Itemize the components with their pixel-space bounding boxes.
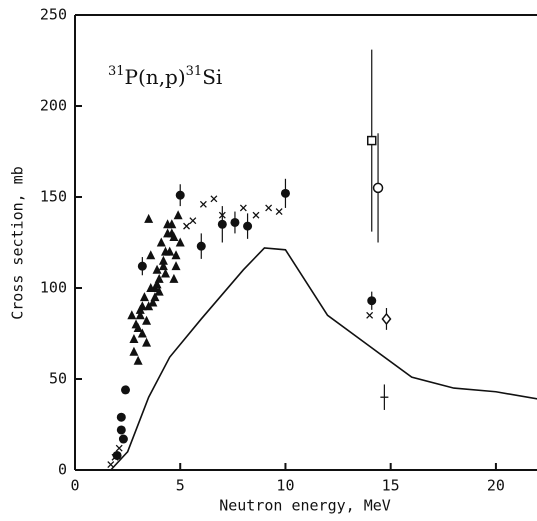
annotation-text: P(n,p) [125,65,186,89]
marker-triangle [156,237,166,247]
marker-triangle [133,355,143,365]
marker-triangle [158,255,168,265]
marker-cross [210,195,218,203]
marker-cross [189,217,197,225]
marker-triangle [146,283,156,292]
marker-triangle [144,301,154,311]
x-axis-label: Neutron energy, MeV [219,497,391,515]
annotation-mass: 31 [108,64,125,79]
marker-circle [116,425,126,435]
x-tick-label: 10 [276,477,294,495]
marker-cross [239,204,247,212]
marker-triangle [160,246,170,256]
y-tick-label: 50 [49,370,67,388]
x-tick-label: 5 [176,477,185,495]
marker-triangle [175,237,185,247]
marker-circle [121,385,131,395]
y-tick-label: 0 [58,461,67,479]
annotation: 31P(n,p)31Si [108,64,222,89]
annotation-mass: 31 [186,64,203,79]
marker-cross [111,453,119,461]
marker-cross [107,461,115,468]
marker-circle [280,188,290,198]
y-tick-label: 200 [40,97,67,115]
marker-cross [366,311,374,319]
marker-triangle [171,250,181,260]
marker-triangle [154,286,164,296]
marker-open-circle [372,182,384,194]
marker-triangle [135,310,145,320]
marker-triangle [152,279,162,289]
marker-triangle [146,250,156,260]
marker-triangle [148,297,158,307]
marker-triangle [163,219,173,229]
marker-circle [230,217,240,227]
marker-cross [183,222,191,230]
x-tick-label: 0 [70,477,79,495]
marker-circle [367,296,377,306]
marker-triangle [127,310,137,320]
curve [110,247,537,471]
annotation-text: Si [202,65,222,89]
marker-cross [218,211,226,219]
marker-triangle [129,346,139,356]
y-tick-label: 150 [40,188,67,206]
marker-triangle [142,315,152,325]
marker-circle [118,434,128,444]
marker-circle [116,412,126,422]
marker-circle [243,221,253,231]
marker-triangle [137,328,147,338]
marker-triangle [133,323,143,333]
marker-triangle [144,213,154,223]
y-tick-label: 250 [40,6,67,24]
marker-triangle [169,273,179,283]
marker-triangle [173,210,183,220]
marker-triangle [167,228,177,238]
marker-triangle [150,292,160,302]
marker-square [366,135,377,146]
y-tick-label: 100 [40,279,67,297]
marker-triangle [152,264,162,274]
marker-triangle [160,268,170,278]
marker-cross [275,208,283,216]
marker-circle [217,219,227,229]
marker-circle [137,261,147,271]
marker-triangle [158,261,168,271]
marker-diamond [381,312,392,326]
marker-cross [252,211,260,219]
x-tick-label: 20 [487,477,505,495]
y-axis-label: Cross section, mb [9,166,27,320]
marker-cross [199,200,207,208]
marker-triangle [129,333,139,343]
marker-triangle [142,337,152,347]
marker-cross [265,204,273,212]
marker-triangle [171,261,181,271]
marker-cross [115,444,123,452]
x-tick-label: 15 [382,477,400,495]
marker-circle [196,241,206,251]
marker-triangle [137,301,147,311]
marker-triangle [139,292,149,302]
marker-circle [175,190,185,200]
